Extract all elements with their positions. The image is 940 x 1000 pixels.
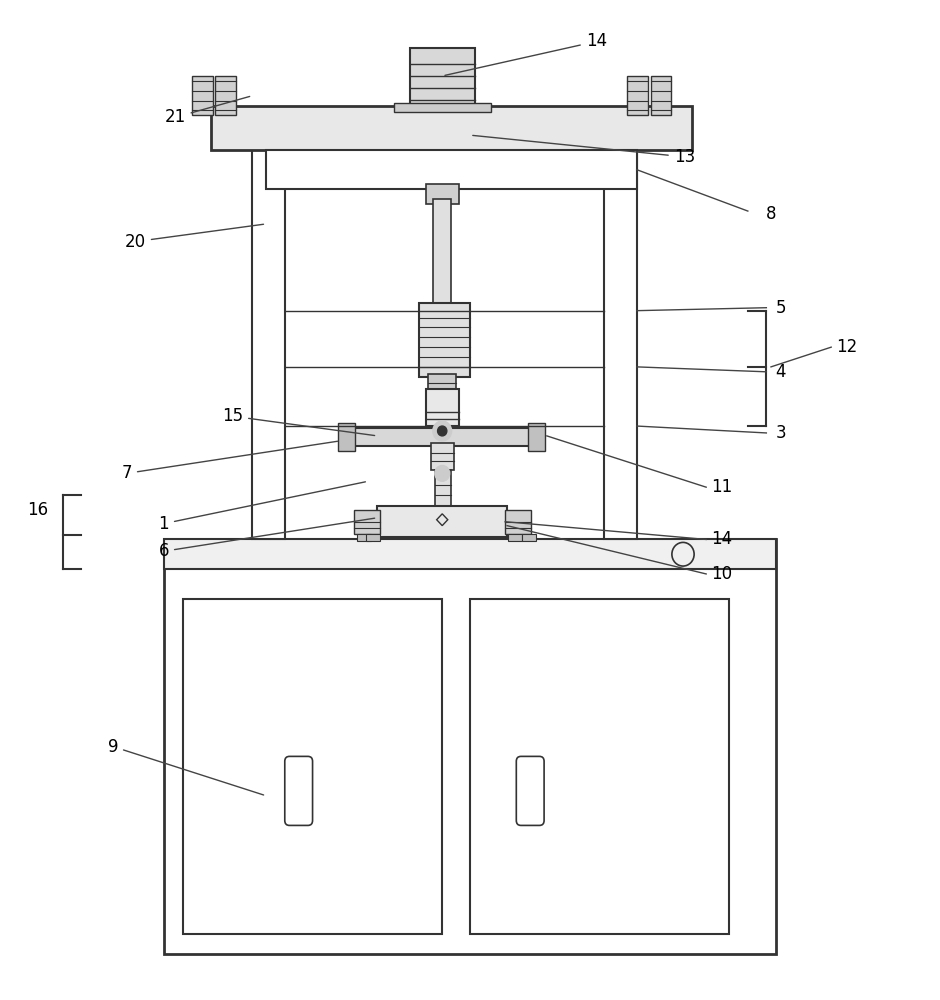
Bar [522,534,536,541]
Bar [427,184,459,204]
Bar [419,303,470,377]
Bar [431,443,454,470]
Bar [357,534,371,541]
Text: 13: 13 [473,135,695,166]
Bar [410,48,475,108]
Bar [427,389,459,426]
FancyBboxPatch shape [516,756,544,825]
Bar [505,510,531,534]
Bar [338,423,355,451]
FancyBboxPatch shape [285,756,313,825]
Circle shape [435,465,449,481]
Text: 10: 10 [711,565,732,583]
Text: 20: 20 [125,224,263,251]
Bar [345,428,540,446]
Text: 16: 16 [27,501,49,519]
Bar [377,506,507,537]
Text: 4: 4 [776,363,786,381]
Bar [429,374,456,392]
Bar [215,76,236,115]
Bar [266,150,636,189]
Text: 15: 15 [222,407,375,436]
Text: 12: 12 [836,338,857,356]
Bar [164,539,775,569]
Bar [650,76,671,115]
Bar [528,423,545,451]
Text: 8: 8 [766,205,776,223]
Bar [211,106,692,150]
Bar [354,510,380,534]
Text: 14: 14 [445,32,607,75]
Bar [435,470,451,508]
Text: 9: 9 [107,738,263,795]
Bar [508,534,522,541]
Text: 1: 1 [158,482,366,533]
Bar [470,599,729,934]
Bar [433,199,451,313]
Bar [290,761,308,820]
Text: 3: 3 [776,424,786,442]
Text: 7: 7 [121,441,337,482]
Bar [183,599,442,934]
Text: 21: 21 [164,96,250,126]
Bar [192,76,212,115]
Text: 11: 11 [711,478,732,496]
Text: 14: 14 [711,530,732,548]
Circle shape [438,426,446,436]
Bar [394,103,492,112]
Text: 5: 5 [776,299,786,317]
Bar [252,125,285,539]
Text: 6: 6 [159,518,375,560]
Circle shape [433,421,451,441]
Bar [164,539,775,954]
Bar [627,76,648,115]
Bar [604,125,636,539]
Bar [367,534,380,541]
